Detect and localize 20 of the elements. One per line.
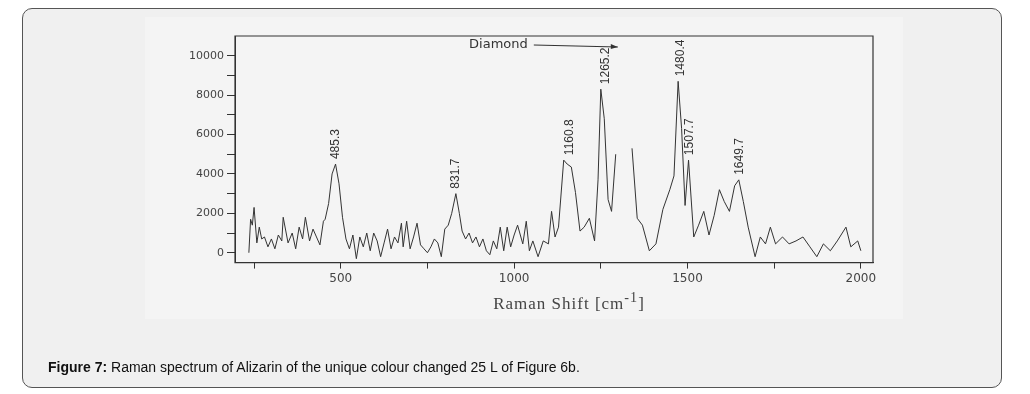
annotation: 1160.8	[562, 119, 577, 156]
y-tick-label: 2000	[196, 206, 224, 220]
y-tick-label: 8000	[196, 87, 224, 101]
x-tick-label: 2000	[845, 270, 877, 285]
annotation: 1265.2	[598, 47, 613, 85]
annotation: Diamond	[469, 36, 528, 52]
y-tick-label: 6000	[196, 127, 224, 141]
x-tick-label: 500	[329, 270, 353, 285]
y-tick-label: 0	[217, 245, 224, 259]
y-tick-label: 4000	[196, 166, 224, 180]
caption: Figure 7: Raman spectrum of Alizarin of the unique colour changed 25 L of Figure 6b.	[48, 359, 580, 375]
x-tick-label: 1000	[498, 270, 530, 285]
annotation: 831.7	[448, 158, 463, 189]
x-axis-title: Raman Shift [cm$^{-1}$]	[492, 289, 646, 314]
y-tick-label: 10000	[189, 48, 224, 62]
annotation: 1480.4	[673, 39, 688, 77]
annotation: 1507.7	[682, 118, 697, 156]
x-tick-label: 1500	[672, 270, 703, 285]
annotation: 1649.7	[731, 137, 746, 175]
annotation: 485.3	[327, 128, 342, 160]
